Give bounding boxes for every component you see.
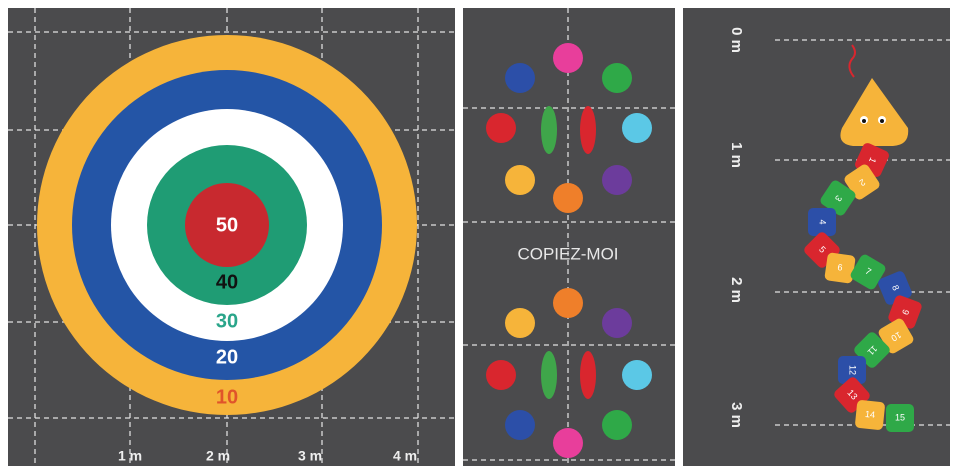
square-number: 13 (845, 388, 859, 402)
snake-grid (775, 39, 950, 426)
snake-square (844, 164, 880, 200)
square-number: 10 (889, 330, 903, 344)
square-number: 9 (900, 308, 911, 316)
dots (486, 43, 652, 458)
scale-label: 4 m (393, 448, 417, 464)
snake-square (878, 271, 912, 305)
ring-label: 40 (216, 271, 238, 293)
square-number: 7 (864, 266, 873, 277)
square-number: 6 (837, 262, 843, 273)
target (37, 35, 417, 415)
ring-label: 20 (216, 346, 238, 368)
square-number: 4 (818, 219, 828, 224)
copy-grid (463, 8, 675, 466)
snake-square (824, 252, 856, 284)
snake-square (808, 208, 836, 236)
scale-label: 3 m (728, 402, 745, 428)
snake-square (855, 400, 885, 430)
square-number: 3 (833, 193, 844, 203)
copy-panel (463, 8, 675, 466)
scale-label: 2 m (728, 277, 745, 303)
square-number: 12 (848, 365, 858, 375)
ring-label: 50 (216, 214, 238, 236)
square-number: 1 (867, 156, 878, 165)
square-number: 8 (890, 284, 901, 292)
snake-square (820, 180, 856, 216)
square-number: 5 (817, 244, 828, 255)
square-number: 14 (865, 409, 876, 420)
ring-50 (185, 183, 269, 267)
square-number: 15 (895, 412, 905, 422)
scale-label: 1 m (728, 142, 745, 168)
scale-label: 1 m (118, 448, 142, 464)
snake-square (850, 254, 886, 290)
ring-label: 10 (216, 386, 238, 408)
ring-label: 30 (216, 310, 238, 332)
snake-square (878, 318, 914, 354)
snake-square (886, 404, 914, 432)
scale-label: 2 m (206, 448, 230, 464)
snake-square (838, 356, 866, 384)
scale-label: 0 m (728, 27, 745, 53)
square-number: 2 (857, 177, 867, 188)
scale-label: 3 m (298, 448, 322, 464)
game-title: COPIEZ-MOI (517, 244, 618, 263)
